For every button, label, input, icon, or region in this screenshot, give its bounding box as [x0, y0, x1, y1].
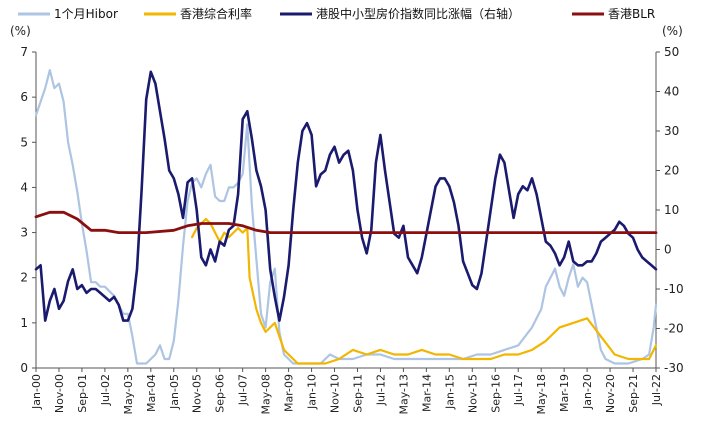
left-tick-label: 2 [20, 271, 28, 285]
x-tick-label: Mar-14 [420, 374, 433, 412]
x-tick-label: Nov-20 [604, 374, 617, 413]
left-tick-label: 5 [20, 135, 28, 149]
legend-label: 香港BLR [608, 7, 655, 21]
series-line [34, 70, 658, 322]
x-tick-label: Mar-09 [283, 374, 296, 412]
x-tick-label: Jan-15 [443, 374, 456, 410]
series-line [191, 217, 658, 365]
left-axis-unit: (%) [10, 24, 31, 38]
left-tick-label: 0 [20, 361, 28, 375]
legend-label: 香港综合利率 [180, 6, 252, 21]
right-tick-label: -10 [664, 282, 684, 296]
x-tick-label: Jul-07 [237, 374, 250, 406]
right-tick-label: 20 [664, 164, 679, 178]
x-tick-label: Sep-21 [627, 374, 640, 413]
right-tick-label: -30 [664, 361, 684, 375]
x-tick-label: Sep-01 [76, 374, 89, 413]
right-tick-label: -20 [664, 322, 684, 336]
right-tick-label: 50 [664, 45, 679, 59]
x-tick-label: Jul-22 [650, 374, 663, 406]
x-tick-label: Jan-20 [581, 374, 594, 410]
x-tick-label: Jan-05 [168, 374, 181, 410]
legend: 1个月Hibor 香港综合利率 港股中小型房价指数同比涨幅（右轴） 香港BLR [18, 6, 655, 21]
x-tick-label: May-18 [535, 374, 548, 415]
x-tick-label: Nov-05 [191, 374, 204, 413]
x-tick-label: Nov-10 [329, 374, 342, 413]
x-tick-label: Jul-17 [512, 374, 525, 406]
x-tick-label: Nov-00 [53, 374, 66, 413]
x-tick-label: Nov-15 [466, 374, 479, 413]
right-tick-label: 40 [664, 85, 679, 99]
right-tick-label: 10 [664, 203, 679, 217]
x-tick-label: May-03 [122, 374, 135, 415]
plot-area [34, 69, 658, 365]
x-tick-label: Jan-10 [306, 374, 319, 410]
left-tick-label: 7 [20, 45, 28, 59]
legend-label: 1个月Hibor [54, 7, 118, 21]
right-tick-label: 30 [664, 124, 679, 138]
x-tick-label: Mar-04 [145, 374, 158, 412]
right-tick-label: 0 [664, 243, 672, 257]
series-line [34, 69, 658, 365]
x-tick-label: Sep-06 [214, 374, 227, 413]
x-tick-label: May-08 [260, 374, 273, 415]
x-tick-label: Jan-00 [30, 374, 43, 410]
legend-label: 港股中小型房价指数同比涨幅（右轴） [316, 6, 520, 21]
x-tick-label: Sep-11 [351, 374, 364, 413]
x-tick-label: May-13 [397, 374, 410, 415]
left-tick-label: 6 [20, 90, 28, 104]
right-axis-unit: (%) [662, 24, 683, 38]
x-tick-label: Jul-02 [99, 374, 112, 406]
series-line [34, 210, 658, 234]
x-tick-label: Mar-19 [558, 374, 571, 412]
axes: 0 1 2 3 4 5 6 7 -30 -20 -10 0 10 20 30 40 50 Jan-00 Nov-00… [20, 45, 683, 415]
x-tick-label: Jul-12 [374, 374, 387, 406]
left-tick-label: 4 [20, 180, 28, 194]
left-tick-label: 3 [20, 226, 28, 240]
x-tick-label: Sep-16 [489, 374, 502, 413]
left-tick-label: 1 [20, 316, 28, 330]
